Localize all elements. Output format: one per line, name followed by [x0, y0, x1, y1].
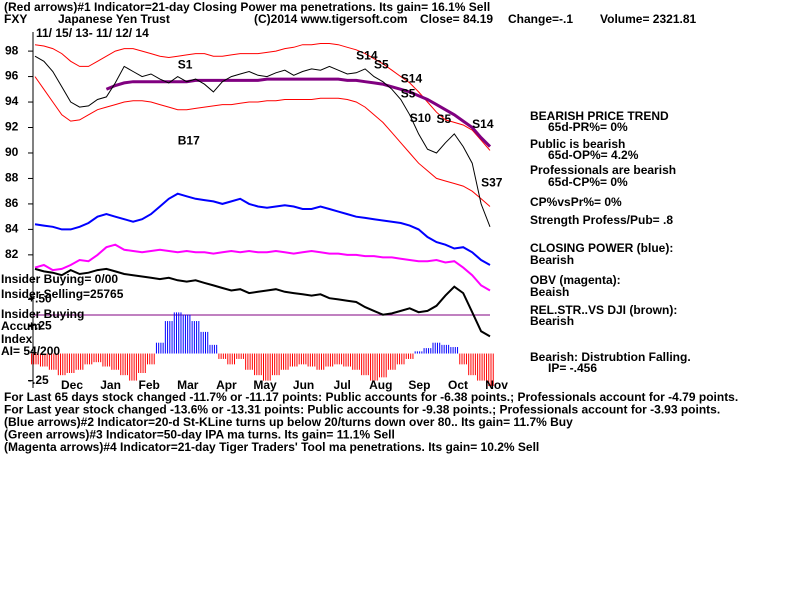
- right-note: 65d-PR%= 0%: [548, 120, 628, 134]
- right-note: CLOSING POWER (blue):: [530, 241, 673, 255]
- x-tick-label: Jul: [334, 378, 351, 392]
- left-label: Insider Buying= 0/00: [1, 272, 118, 286]
- x-tick-label: Mar: [177, 378, 199, 392]
- footer-line: For Last year stock changed -13.6% or -1…: [4, 403, 720, 417]
- header-text: Change=-.1: [508, 12, 573, 26]
- header-text: Close= 84.19: [420, 12, 493, 26]
- series-line: [34, 243, 491, 292]
- header-text: Japanese Yen Trust: [58, 12, 170, 26]
- series-line: [34, 55, 491, 227]
- accum-tick-label: +.50: [28, 292, 52, 306]
- right-note: OBV (magenta):: [530, 273, 621, 287]
- right-note: IP= -.456: [548, 361, 597, 375]
- series-line: [34, 76, 491, 207]
- date-range: 11/ 15/ 13- 11/ 12/ 14: [36, 26, 149, 40]
- right-note: Public is bearish: [530, 137, 625, 151]
- chart-title: (Red arrows)#1 Indicator=21-day Closing …: [4, 0, 490, 14]
- right-note: Bearish: [530, 314, 574, 328]
- x-tick-label: Apr: [216, 378, 237, 392]
- accum-tick-label: +.25: [28, 319, 52, 333]
- signal-label: S5: [401, 87, 416, 101]
- accum-tick-label: -.25: [28, 373, 49, 387]
- y-tick-label: 98: [5, 43, 19, 57]
- x-tick-label: Sep: [408, 378, 430, 392]
- right-note: Bearish: Distrubtion Falling.: [530, 350, 691, 364]
- signal-label: S14: [356, 48, 378, 62]
- right-note: Bearish: [530, 253, 574, 267]
- left-label: Accum: [1, 319, 41, 333]
- y-tick-label: 92: [5, 120, 19, 134]
- header-text: Volume= 2321.81: [600, 12, 696, 26]
- right-note: Strength Profess/Pub= .8: [530, 213, 673, 227]
- y-tick-label: 82: [5, 247, 19, 261]
- right-note: Beaish: [530, 285, 569, 299]
- x-tick-label: Jan: [100, 378, 121, 392]
- right-note: REL.STR..VS DJI (brown):: [530, 303, 677, 317]
- left-label: Insider Buying: [1, 307, 84, 321]
- y-tick-label: 94: [5, 94, 19, 108]
- right-note: Professionals are bearish: [530, 163, 676, 177]
- header-text: FXY: [4, 12, 27, 26]
- x-tick-label: Nov: [485, 378, 508, 392]
- left-label: Index: [1, 332, 33, 346]
- right-note: 65d-OP%= 4.2%: [548, 148, 639, 162]
- footer-line: (Green arrows)#3 Indicator=50-day IPA ma…: [4, 428, 395, 442]
- x-tick-label: Aug: [369, 378, 392, 392]
- x-tick-label: May: [253, 378, 277, 392]
- footer-line: (Magenta arrows)#4 Indicator=21-day Tige…: [4, 440, 539, 454]
- signal-label: S14: [472, 117, 494, 131]
- footer-line: (Blue arrows)#2 Indicator=20-d St-KLine …: [4, 415, 573, 429]
- signal-label: S1: [178, 57, 193, 71]
- header-text: (C)2014 www.tigersoft.com: [254, 12, 408, 26]
- left-label: AI= 54/200: [1, 344, 60, 358]
- x-tick-label: Feb: [139, 378, 160, 392]
- signal-label: S5: [374, 57, 389, 71]
- right-note: CP%vsPr%= 0%: [530, 195, 622, 209]
- y-tick-label: 84: [5, 222, 19, 236]
- y-tick-label: 90: [5, 145, 19, 159]
- series-line: [34, 267, 491, 338]
- signal-label: S14: [401, 71, 423, 85]
- left-label: Insider Selling=25765: [1, 287, 124, 301]
- x-tick-label: Jun: [293, 378, 314, 392]
- signal-label: B17: [178, 134, 200, 148]
- x-tick-label: Dec: [61, 378, 83, 392]
- right-note: 65d-CP%= 0%: [548, 175, 628, 189]
- y-tick-label: 88: [5, 171, 19, 185]
- signal-label: S10: [410, 111, 432, 125]
- y-tick-label: 86: [5, 196, 19, 210]
- series-line: [34, 192, 491, 266]
- signal-label: S5: [436, 112, 451, 126]
- footer-line: For Last 65 days stock changed -11.7% or…: [4, 390, 738, 404]
- y-tick-label: 96: [5, 69, 19, 83]
- signal-label: S37: [481, 176, 503, 190]
- right-note: BEARISH PRICE TREND: [530, 109, 669, 123]
- series-line: [34, 43, 491, 151]
- x-tick-label: Oct: [448, 378, 468, 392]
